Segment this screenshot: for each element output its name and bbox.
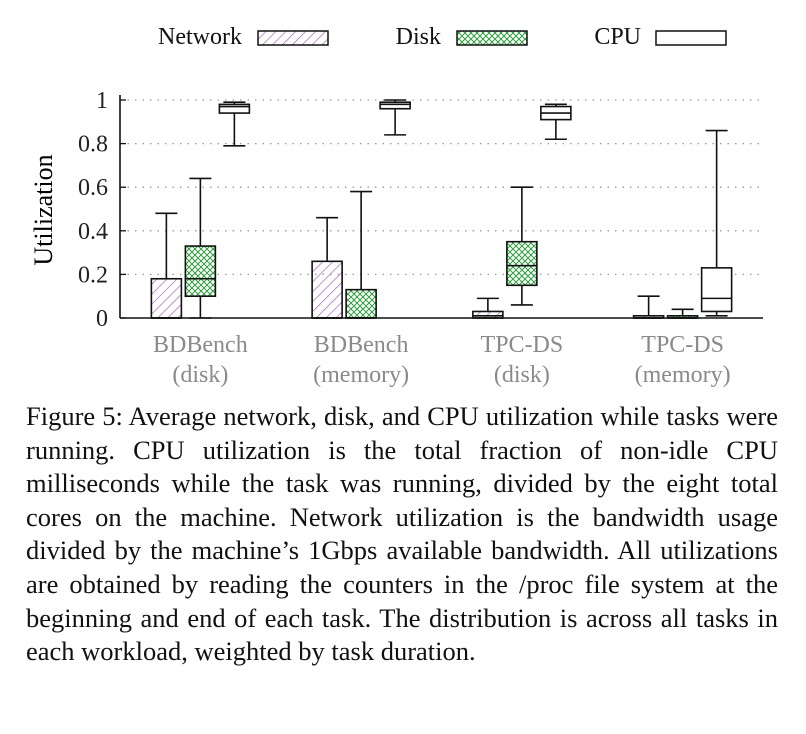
y-tick-label: 0.8 (78, 132, 108, 158)
x-tick-label: BDBench (153, 332, 248, 358)
y-axis-label: Utilization (29, 154, 58, 265)
legend-label: Network (158, 24, 242, 50)
x-tick-label: (memory) (635, 362, 731, 388)
grid-lines (120, 99, 763, 276)
box-disk-0 (184, 177, 217, 319)
box-disk-3 (666, 308, 699, 319)
x-tick-label: (disk) (494, 362, 550, 388)
box-disk-1 (345, 190, 377, 319)
x-tick-label: BDBench (314, 332, 409, 358)
box-iqr (379, 101, 411, 110)
box-cpu-2 (540, 103, 572, 141)
chart-legend: Network Disk CPU (158, 24, 727, 50)
box-network-3 (632, 295, 665, 319)
box-disk-2 (506, 186, 538, 306)
x-tick-label: (memory) (313, 362, 409, 388)
box-network-0 (150, 212, 183, 319)
box-iqr (506, 240, 538, 287)
box-network-2 (472, 297, 504, 319)
box-iqr (345, 288, 377, 319)
box-iqr (184, 245, 217, 297)
legend-swatch-network (257, 30, 329, 46)
utilization-boxplot-chart: Network Disk CPU 0 0.2 0.4 0.6 0.8 1 BDBench (dis… (29, 24, 763, 388)
legend-swatch-disk (456, 30, 528, 46)
box-iqr (218, 103, 251, 114)
y-tick-label: 0.2 (78, 262, 108, 288)
box-iqr (472, 310, 504, 319)
figure-caption: Figure 5: Average network, disk, and CPU… (26, 401, 778, 667)
y-tick-label: 0.6 (78, 175, 108, 201)
x-tick-label: TPC-DS (641, 332, 724, 358)
x-tick-label: (disk) (172, 362, 228, 388)
y-tick-label: 1 (96, 88, 108, 114)
legend-label: CPU (594, 24, 641, 50)
box-marks (150, 99, 733, 319)
legend-label: Disk (396, 24, 441, 50)
y-tick-label: 0 (96, 306, 108, 332)
box-cpu-1 (379, 99, 411, 136)
box-iqr (700, 267, 733, 313)
box-cpu-0 (218, 101, 251, 147)
y-tick-label: 0.4 (78, 219, 108, 245)
x-tick-label: TPC-DS (481, 332, 564, 358)
box-iqr (150, 277, 183, 319)
box-iqr (311, 260, 343, 319)
box-cpu-3 (700, 129, 733, 317)
axes: 0 0.2 0.4 0.6 0.8 1 BDBench (disk) BDBench (memor… (78, 88, 763, 388)
legend-swatch-cpu (655, 30, 727, 46)
box-network-1 (311, 216, 343, 319)
